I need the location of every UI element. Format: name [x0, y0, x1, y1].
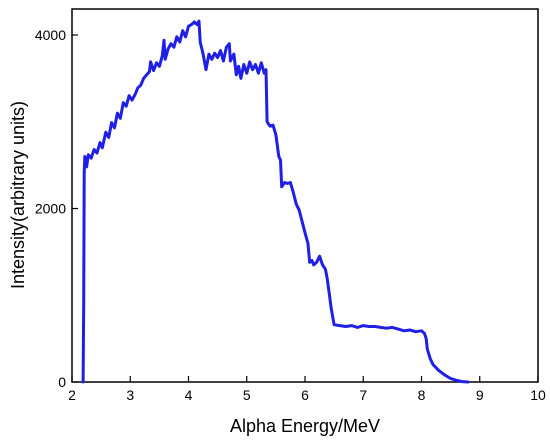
x-tick-label: 4: [185, 387, 193, 403]
series-layer: [81, 19, 470, 384]
x-tick-label: 5: [243, 387, 251, 403]
plot-frame: [71, 8, 539, 383]
x-axis: 2 3 4 5 6 7 8 9 10: [68, 376, 546, 403]
y-axis: 0 2000 4000: [35, 27, 78, 390]
series-line: [81, 19, 470, 384]
x-tick-label: 8: [418, 387, 426, 403]
y-tick-label: 0: [58, 374, 66, 390]
y-tick-label: 2000: [35, 201, 66, 217]
y-tick-label: 4000: [35, 27, 66, 43]
x-tick-label: 2: [68, 387, 76, 403]
x-tick-label: 6: [301, 387, 309, 403]
x-tick-label: 7: [359, 387, 367, 403]
y-axis-label: Intensity(arbitrary units): [8, 101, 28, 289]
x-tick-label: 10: [530, 387, 546, 403]
x-axis-label: Alpha Energy/MeV: [230, 416, 380, 436]
x-tick-label: 9: [476, 387, 484, 403]
x-tick-label: 3: [126, 387, 134, 403]
